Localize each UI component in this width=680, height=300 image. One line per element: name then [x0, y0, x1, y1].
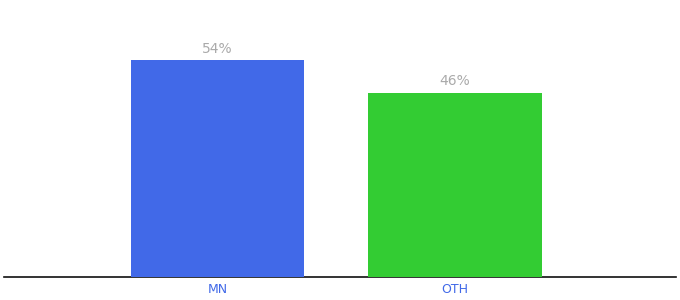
Bar: [368, 92, 541, 277]
Text: 46%: 46%: [439, 74, 470, 88]
Text: 54%: 54%: [202, 42, 233, 56]
Bar: [131, 60, 305, 277]
